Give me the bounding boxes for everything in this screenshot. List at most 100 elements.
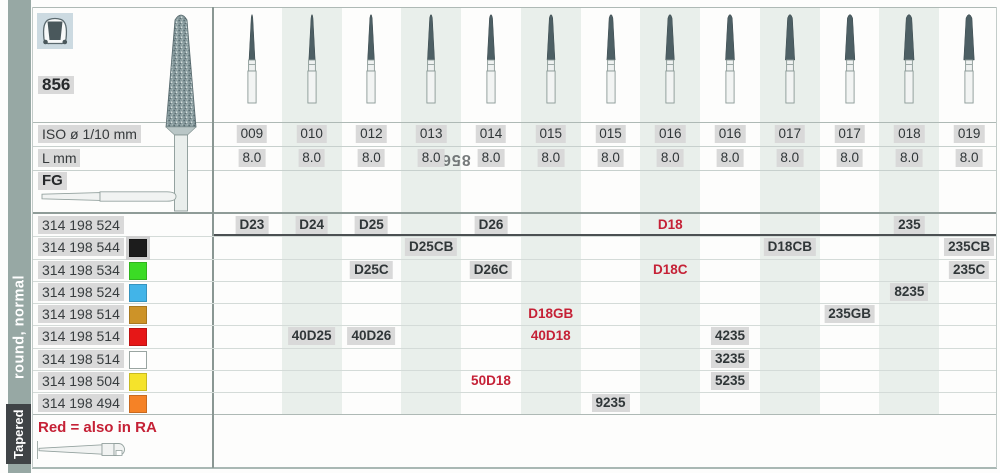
- grit-color-swatch-black: [129, 239, 147, 258]
- order-number: 314 198 514: [38, 327, 124, 346]
- footer-note: Red = also in RA: [38, 419, 157, 436]
- product-code: D24: [295, 216, 329, 234]
- order-number: 314 198 544: [38, 238, 124, 257]
- bur-icon: [838, 6, 862, 110]
- bur-icon: [300, 6, 324, 110]
- grid-line-thick-separator: [212, 234, 997, 237]
- page-bleedthrough-watermark: 856: [441, 151, 471, 168]
- bur-icon: [240, 6, 264, 110]
- order-number: 314 198 524: [38, 216, 124, 234]
- length-value: 8.0: [716, 149, 744, 167]
- product-code: D23: [235, 216, 269, 234]
- length-value: 8.0: [358, 149, 385, 167]
- iso-diameter-value: 014: [475, 125, 507, 143]
- bur-icon: [718, 6, 742, 110]
- figure-number: 856: [38, 76, 75, 94]
- row-separator-line: [33, 369, 996, 371]
- grit-color-swatch-light-blue: [129, 283, 147, 302]
- length-value: 8.0: [537, 149, 565, 167]
- length-value: 8.0: [895, 149, 923, 167]
- length-row-label: L mm: [38, 149, 81, 167]
- grid-line-under-iso: [32, 146, 997, 147]
- product-code: D25: [355, 216, 388, 234]
- iso-diameter-row-label: ISO ø 1/10 mm: [38, 125, 141, 143]
- product-code: 50D18: [471, 372, 511, 388]
- grid-line-right: [996, 7, 997, 468]
- bur-icon: [957, 6, 981, 110]
- order-number: 314 198 524: [38, 282, 124, 301]
- product-code: 40D25: [287, 327, 336, 346]
- product-code: 5235: [711, 371, 750, 390]
- bur-icon: [359, 6, 383, 110]
- iso-diameter-value: 018: [894, 125, 925, 143]
- iso-diameter-value: 017: [774, 125, 806, 143]
- product-code: D18CB: [763, 238, 816, 257]
- order-number: 314 198 534: [38, 260, 124, 279]
- sidebar-shape-family-label: round, normal: [11, 275, 28, 380]
- length-value: 8.0: [417, 149, 445, 167]
- grid-line-under-burs: [32, 122, 997, 123]
- length-value: 8.0: [477, 149, 505, 167]
- length-value: 8.0: [597, 149, 624, 167]
- sidebar-shape-type-label: Tapered: [11, 409, 26, 459]
- prepared-tooth-icon: [37, 13, 73, 54]
- product-code: 8235: [890, 282, 929, 301]
- row-separator-line: [33, 236, 996, 238]
- row-separator-line: [33, 347, 996, 349]
- bur-icon: [897, 6, 921, 110]
- grit-color-swatch-green: [129, 261, 147, 280]
- product-code: D18GB: [528, 306, 574, 321]
- order-number: 314 198 494: [38, 394, 124, 412]
- row-separator-line: [33, 280, 996, 282]
- iso-diameter-value: 012: [356, 125, 387, 143]
- product-code: D25C: [350, 260, 393, 279]
- length-value: 8.0: [836, 149, 863, 167]
- grid-line-left: [32, 7, 33, 468]
- product-code: 235GB: [824, 305, 875, 323]
- bur-icon: [658, 6, 682, 110]
- length-value: 8.0: [776, 149, 804, 167]
- grid-line-bottom: [32, 467, 997, 469]
- fg-shank-icon: [40, 188, 192, 210]
- product-code: 235: [894, 216, 925, 234]
- product-code: D25CB: [405, 238, 458, 257]
- sidebar-shape-type-badge: Tapered: [6, 404, 31, 464]
- row-separator-line: [33, 325, 996, 327]
- product-code: 40D26: [347, 327, 396, 346]
- length-value: 8.0: [238, 149, 266, 167]
- product-code: D26: [474, 216, 508, 234]
- grid-line-column-divider: [212, 7, 214, 468]
- bur-856-large-illustration: [158, 9, 204, 217]
- order-number: 314 198 504: [38, 371, 124, 390]
- grit-color-swatch-yellow: [129, 372, 147, 391]
- iso-diameter-value: 010: [296, 125, 327, 143]
- sidebar: [8, 0, 31, 473]
- product-code: 4235: [711, 327, 750, 346]
- product-code: D18C: [653, 261, 688, 277]
- grid-line-top: [32, 7, 997, 8]
- order-number: 314 198 514: [38, 305, 124, 323]
- length-value: 8.0: [298, 149, 326, 167]
- product-code: 3235: [711, 349, 750, 368]
- iso-diameter-value: 016: [714, 125, 746, 143]
- grit-color-swatch-ochre: [129, 306, 147, 324]
- order-number: 314 198 514: [38, 349, 124, 368]
- product-code: 235CB: [944, 238, 995, 257]
- ra-shank-icon: [36, 440, 134, 465]
- length-value: 8.0: [955, 149, 983, 167]
- grit-color-swatch-orange: [129, 395, 147, 413]
- shank-type-label: FG: [38, 172, 67, 190]
- grit-color-swatch-red: [129, 328, 147, 347]
- iso-diameter-value: 013: [415, 125, 447, 143]
- grid-line-under-fg: [32, 212, 997, 214]
- product-code: 9235: [591, 394, 630, 412]
- length-value: 8.0: [656, 149, 684, 167]
- product-code: 235C: [948, 260, 990, 279]
- row-separator-line: [33, 303, 996, 304]
- bur-icon: [479, 6, 503, 110]
- bur-icon: [599, 6, 623, 110]
- iso-diameter-value: 019: [953, 125, 985, 143]
- iso-diameter-value: 015: [595, 125, 626, 143]
- iso-diameter-value: 016: [655, 125, 686, 143]
